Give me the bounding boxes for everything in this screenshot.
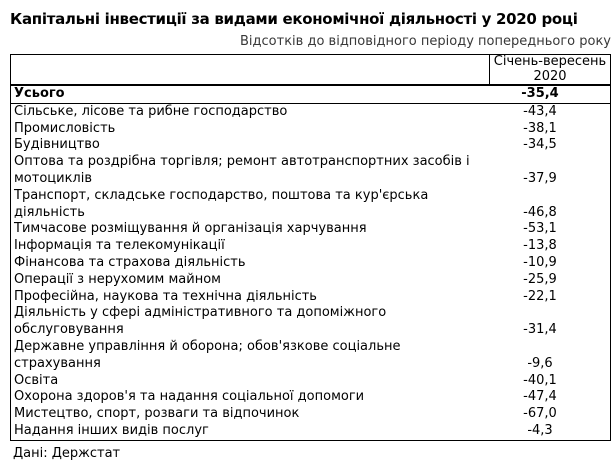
page-title: Капітальні інвестиції за видами економіч… [10,10,578,28]
page-subtitle: Відсотків до відповідного періоду попере… [240,34,611,49]
investments-table: Січень-вересень 2020 Усього -35,4 Сільсь… [10,54,611,441]
table-row: Інформація та телекомунікації -13,8 [11,238,610,255]
row-label: Фінансова та страхова діяльність [14,254,246,270]
row-label: Державне управління й оборона; обов'язко… [14,338,401,371]
row-value: -40,1 [523,372,557,388]
row-label: Будівництво [14,137,100,153]
row-value: -35,4 [521,86,559,101]
table-row: Оптова та роздрібна торгівля; ремонт авт… [11,154,610,188]
table-row: Освіта -40,1 [11,373,610,390]
row-label: Промисловість [14,120,116,136]
data-source-note: Дані: Держстат [13,445,121,461]
row-value: -43,4 [523,103,557,119]
table-header-row: Січень-вересень 2020 [11,54,610,86]
row-value: -38,1 [523,120,557,136]
row-label: Професійна, наукова та технічна діяльніс… [14,288,317,304]
row-label: Сільське, лісове та рибне господарство [14,103,288,119]
table-row: Транспорт, складське господарство, пошто… [11,188,610,222]
row-label: Тимчасове розміщування й організація хар… [14,221,367,237]
table-row: Державне управління й оборона; обов'язко… [11,339,610,373]
row-value: -46,8 [523,204,557,220]
row-label: Операції з нерухомим майном [14,271,221,287]
table-header-period-cell: Січень-вересень 2020 [493,54,607,84]
table-row: Діяльність у сфері адміністративного та … [11,305,610,339]
row-value: -25,9 [523,271,557,287]
row-value: -4,3 [527,422,553,438]
row-value: -34,5 [523,137,557,153]
row-value: -67,0 [523,406,557,422]
row-label: Охорона здоров'я та надання соціальної д… [14,389,365,405]
table-row: Фінансова та страхова діяльність -10,9 [11,255,610,272]
row-value: -13,8 [523,238,557,254]
table-row: Надання інших видів послуг -4,3 [11,423,610,440]
table-row: Операції з нерухомим майном -25,9 [11,272,610,289]
table-row-total: Усього -35,4 [11,86,610,104]
row-value: -9,6 [527,355,553,371]
row-value: -31,4 [523,322,557,338]
table-row: Охорона здоров'я та надання соціальної д… [11,389,610,406]
row-label: Мистецтво, спорт, розваги та відпочинок [14,406,300,422]
table-row: Будівництво -34,5 [11,137,610,154]
row-value: -22,1 [523,288,557,304]
row-value: -37,9 [523,170,557,186]
table-row: Промисловість -38,1 [11,121,610,138]
row-label: Транспорт, складське господарство, пошто… [14,187,429,220]
table-body: Усього -35,4 Сільське, лісове та рибне г… [11,86,610,440]
table-row: Професійна, наукова та технічна діяльніс… [11,289,610,306]
row-label: Інформація та телекомунікації [14,238,225,254]
row-value: -53,1 [523,221,557,237]
row-label: Освіта [14,372,59,388]
table-row: Мистецтво, спорт, розваги та відпочинок … [11,406,610,423]
row-label: Усього [14,86,65,101]
table-row: Тимчасове розміщування й організація хар… [11,221,610,238]
table-header-empty-cell [11,55,490,84]
row-label: Діяльність у сфері адміністративного та … [14,305,387,338]
row-label: Оптова та роздрібна торгівля; ремонт авт… [14,154,470,186]
row-value: -47,4 [523,389,557,405]
row-label: Надання інших видів послуг [14,422,209,438]
row-value: -10,9 [523,254,557,270]
table-row: Сільське, лісове та рибне господарство -… [11,104,610,121]
